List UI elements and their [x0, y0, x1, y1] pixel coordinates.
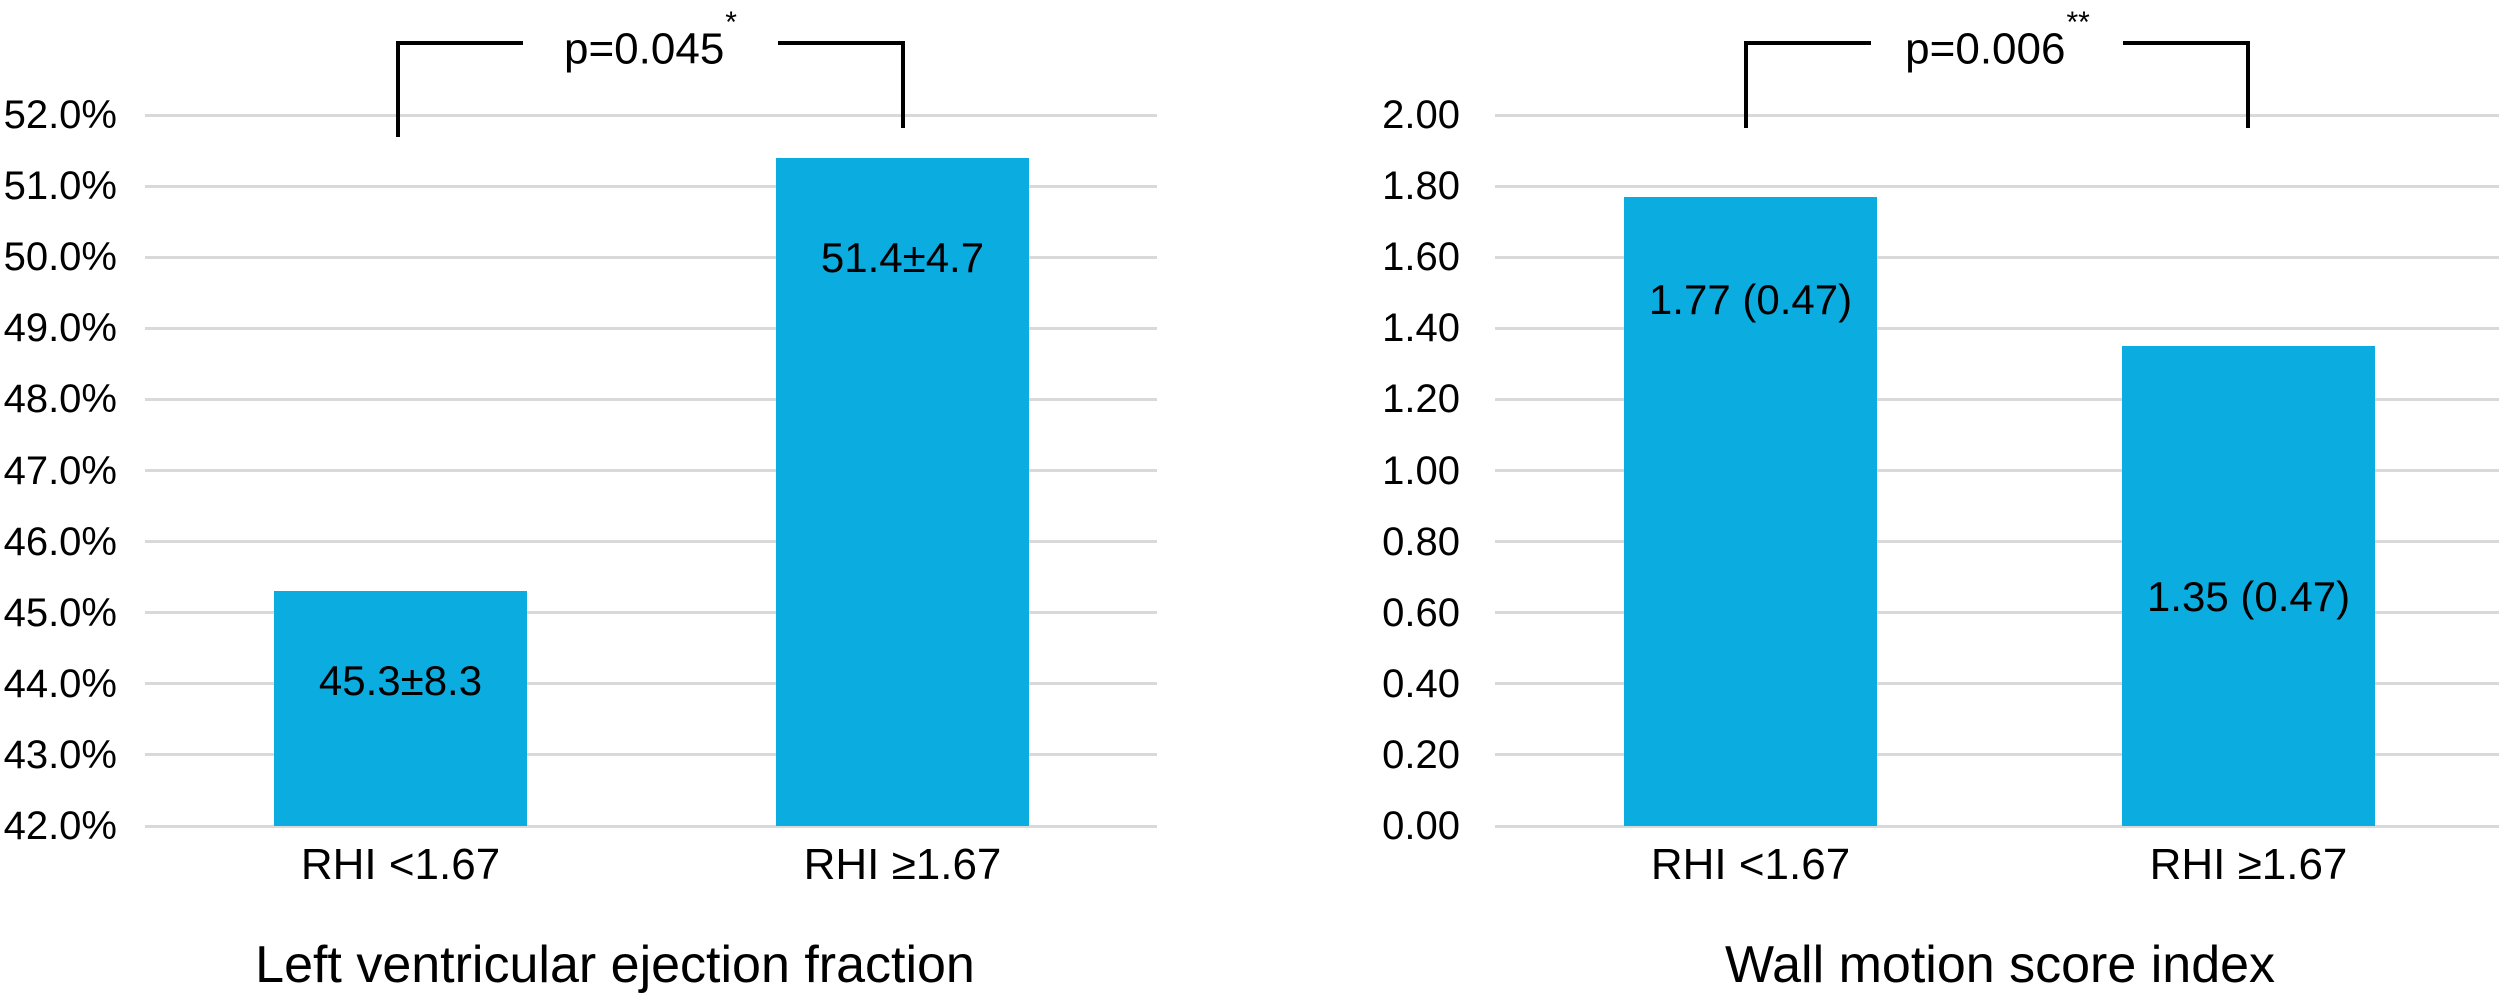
y-axis-tick-label: 0.60 [1382, 590, 1460, 635]
y-axis-tick-label: 1.60 [1382, 235, 1460, 280]
y-axis-tick-label: 1.80 [1382, 164, 1460, 209]
gridline [145, 397, 1157, 401]
y-axis-tick-label: 44.0% [3, 661, 117, 706]
gridline [145, 824, 1157, 828]
gridline [145, 255, 1157, 259]
gridline [1495, 469, 2499, 472]
gridline [1495, 540, 2499, 544]
gridline [1495, 397, 2499, 401]
gridline [1495, 326, 2499, 330]
significance-bracket-horizontal-right [2123, 41, 2250, 45]
gridline [1495, 824, 2499, 828]
gridline [145, 682, 1157, 686]
gridline [1495, 113, 2499, 117]
bar-value-label: 45.3±8.3 [318, 657, 483, 704]
bar-rhi-ge-1-67 [2122, 346, 2375, 826]
gridline [1495, 611, 2499, 615]
y-axis-tick-label: 43.0% [3, 732, 117, 777]
y-axis-tick-label: 48.0% [3, 377, 117, 422]
significance-label: p=0.045* [564, 8, 737, 74]
significance-bracket-vertical-left [1744, 41, 1748, 128]
gridline [145, 540, 1157, 544]
y-axis-tick-label: 0.80 [1382, 519, 1460, 564]
gridline [1495, 184, 2499, 188]
bar-rhi-ge-1-67 [776, 157, 1029, 826]
gridline [145, 469, 1157, 472]
y-axis-tick-label: 1.00 [1382, 448, 1460, 493]
bar-rhi-lt-1-67 [274, 591, 527, 826]
gridline [1495, 255, 2499, 259]
significance-asterisk: * [725, 6, 737, 39]
significance-asterisk: ** [2066, 6, 2090, 39]
x-axis-category-label: RHI ≥1.67 [803, 840, 1002, 889]
bar-value-label: 1.35 (0.47) [2146, 573, 2351, 620]
gridline [1495, 682, 2499, 686]
y-axis-tick-label: 45.0% [3, 590, 117, 635]
significance-bracket-horizontal-left [396, 41, 523, 45]
chart-title: Wall motion score index [1724, 936, 2276, 994]
y-axis-tick-label: 0.00 [1382, 804, 1460, 848]
bar-value-label: 51.4±4.7 [820, 234, 985, 281]
y-axis-tick-label: 47.0% [3, 448, 117, 493]
y-axis-tick-label: 0.20 [1382, 732, 1460, 777]
significance-bracket-vertical-left [396, 41, 400, 137]
y-axis-tick-label: 1.40 [1382, 306, 1460, 351]
gridline [145, 326, 1157, 330]
y-axis-tick-label: 1.20 [1382, 377, 1460, 422]
y-axis-tick-label: 0.40 [1382, 661, 1460, 706]
significance-bracket-vertical-right [901, 41, 905, 128]
significance-bracket-vertical-right [2246, 41, 2250, 128]
y-axis-tick-label: 42.0% [3, 804, 117, 848]
y-axis-tick-label: 52.0% [3, 93, 117, 137]
x-axis-category-label: RHI <1.67 [300, 840, 501, 889]
p-value-text: p=0.006 [1905, 24, 2066, 74]
p-value-text: p=0.045 [564, 24, 725, 74]
y-axis-tick-label: 46.0% [3, 519, 117, 564]
significance-label: p=0.006** [1905, 8, 2090, 74]
gridline [145, 753, 1157, 757]
x-axis-category-label: RHI <1.67 [1650, 840, 1851, 889]
bar-rhi-lt-1-67 [1624, 196, 1877, 826]
gridline [1495, 753, 2499, 757]
gridline [145, 184, 1157, 188]
chart-title: Left ventricular ejection fraction [255, 936, 975, 994]
significance-bracket-horizontal-right [778, 41, 905, 45]
gridline [145, 113, 1157, 117]
y-axis-tick-label: 51.0% [3, 164, 117, 209]
x-axis-category-label: RHI ≥1.67 [2149, 840, 2348, 889]
significance-bracket-horizontal-left [1744, 41, 1871, 45]
gridline [145, 611, 1157, 615]
y-axis-tick-label: 50.0% [3, 235, 117, 280]
bar-value-label: 1.77 (0.47) [1648, 276, 1853, 323]
y-axis-tick-label: 49.0% [3, 306, 117, 351]
y-axis-tick-label: 2.00 [1382, 93, 1460, 137]
